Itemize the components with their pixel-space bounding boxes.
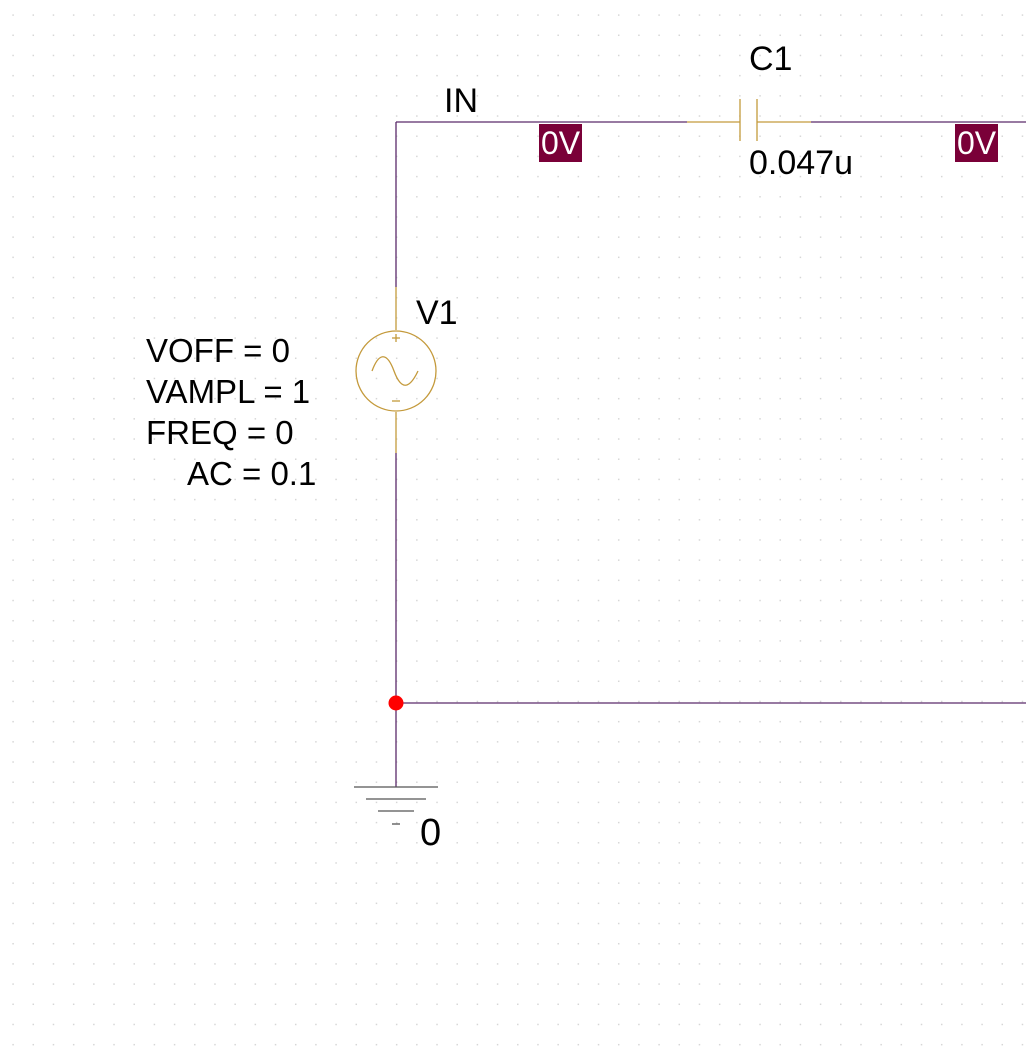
source-param-ac: AC = 0.1 [187, 455, 317, 492]
source-param-voff: VOFF = 0 [146, 332, 290, 369]
capacitor-c1-symbol[interactable] [687, 99, 811, 141]
capacitor-value-label: 0.047u [749, 144, 853, 182]
wires [395, 121, 1026, 787]
source-param-freq: FREQ = 0 [146, 414, 294, 451]
ground-symbol[interactable] [354, 786, 438, 825]
source-refdes-label: V1 [416, 294, 458, 332]
junction-dot[interactable] [388, 695, 404, 711]
voltage-source-v1-symbol[interactable] [355, 287, 437, 453]
source-param-vampl: VAMPL = 1 [146, 373, 311, 410]
ground-label: 0 [420, 812, 442, 854]
capacitor-refdes-label: C1 [749, 40, 793, 78]
net-label-in: IN [444, 82, 478, 120]
voltage-marker-in[interactable]: 0V [539, 124, 583, 162]
voltage-marker-out[interactable]: 0V [955, 124, 999, 162]
